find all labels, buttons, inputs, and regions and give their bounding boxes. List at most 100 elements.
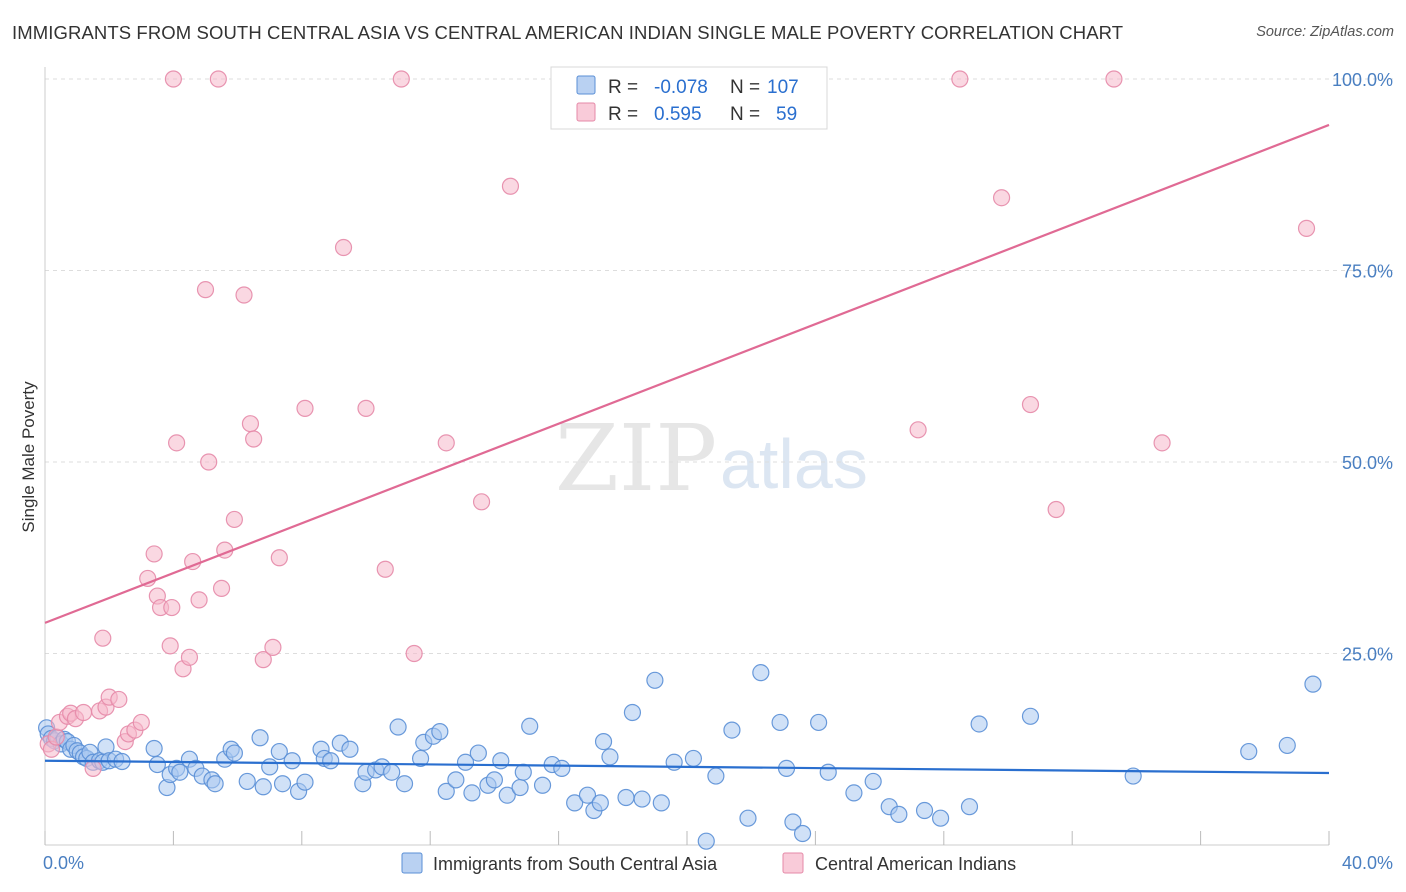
- point-blue-68: [492, 752, 510, 770]
- point-blue-81: [601, 748, 619, 766]
- point-pink-54: [992, 189, 1011, 207]
- point-blue-98: [810, 713, 828, 732]
- point-pink-27: [180, 648, 199, 666]
- point-blue-72: [521, 717, 539, 735]
- point-pink-29: [190, 591, 208, 609]
- point-pink-50: [501, 177, 520, 195]
- point-pink-19: [145, 545, 163, 563]
- stats-r-label-2: R =: [608, 104, 638, 125]
- trend-line-pink: [44, 123, 1330, 624]
- y-tick-label-2: 75.0%: [1342, 262, 1393, 282]
- point-blue-85: [646, 671, 664, 689]
- point-blue-54: [383, 763, 401, 781]
- point-blue-101: [864, 772, 882, 791]
- point-pink-35: [225, 510, 243, 529]
- point-pink-37: [241, 415, 260, 433]
- point-blue-47: [322, 752, 340, 770]
- tick-labels: 25.0% 50.0% 75.0% 100.0% 0.0% 40.0%: [43, 70, 1393, 873]
- point-blue-96: [784, 813, 802, 831]
- stats-r-label-1: R =: [608, 77, 638, 98]
- point-pink-22: [161, 637, 179, 655]
- y-tick-label-0: 25.0%: [1342, 645, 1393, 665]
- point-blue-110: [1240, 742, 1258, 761]
- point-pink-33: [212, 579, 231, 597]
- chart-title: IMMIGRANTS FROM SOUTH CENTRAL ASIA VS CE…: [12, 22, 1124, 43]
- point-pink-55: [1021, 395, 1040, 414]
- series-legend: Immigrants from South Central Asia Centr…: [401, 852, 1016, 874]
- stats-legend-swatch-blue: [576, 75, 596, 95]
- point-blue-111: [1278, 736, 1296, 755]
- point-blue-91: [723, 721, 741, 739]
- y-tick-label-1: 50.0%: [1342, 453, 1393, 473]
- stats-legend-box: [550, 66, 828, 130]
- point-blue-32: [206, 775, 224, 793]
- point-pink-49: [472, 493, 491, 511]
- x-tick-label-1: 40.0%: [1342, 853, 1393, 873]
- point-blue-97: [793, 824, 812, 843]
- axes: [44, 67, 1330, 846]
- point-pink-45: [376, 560, 394, 578]
- point-blue-75: [553, 759, 571, 778]
- point-blue-108: [1021, 707, 1040, 725]
- grid-lines: [45, 78, 1393, 654]
- stats-n-value-1: 107: [767, 77, 799, 98]
- point-blue-35: [225, 744, 243, 762]
- point-blue-100: [845, 784, 863, 802]
- trend-lines: [44, 123, 1330, 775]
- series-legend-label-pink: Central American Indians: [815, 854, 1016, 874]
- point-pink-17: [132, 713, 150, 732]
- point-pink-57: [1105, 70, 1123, 88]
- point-blue-94: [771, 713, 789, 732]
- point-blue-55: [389, 718, 407, 736]
- point-blue-67: [485, 771, 503, 789]
- series-legend-label-blue: Immigrants from South Central Asia: [433, 854, 718, 874]
- point-blue-22: [145, 739, 163, 758]
- point-pink-48: [437, 434, 455, 452]
- point-pink-13: [110, 690, 128, 709]
- point-pink-58: [1153, 434, 1171, 452]
- point-pink-41: [270, 549, 288, 567]
- point-blue-38: [254, 778, 272, 796]
- point-blue-93: [752, 664, 770, 682]
- point-blue-23: [148, 755, 166, 774]
- point-pink-32: [209, 70, 227, 88]
- point-blue-62: [447, 771, 465, 789]
- point-blue-107: [970, 715, 988, 733]
- point-blue-77: [578, 786, 597, 804]
- point-blue-57: [411, 749, 430, 768]
- stats-r-value-1: -0.078: [654, 77, 708, 98]
- point-blue-60: [431, 723, 449, 741]
- point-pink-42: [296, 399, 314, 417]
- point-pink-53: [951, 70, 969, 88]
- point-pink-36: [235, 286, 253, 304]
- point-blue-40: [270, 742, 288, 761]
- point-blue-99: [819, 763, 837, 781]
- point-blue-36: [238, 772, 256, 791]
- stats-legend-swatch-pink: [576, 102, 596, 122]
- point-blue-44: [296, 773, 314, 791]
- point-pink-52: [909, 421, 927, 439]
- point-blue-104: [915, 801, 934, 820]
- point-pink-7: [74, 703, 93, 722]
- point-blue-42: [283, 752, 301, 770]
- x-tick-label-0: 0.0%: [43, 853, 84, 873]
- point-blue-27: [171, 763, 189, 781]
- point-pink-23: [163, 598, 181, 617]
- point-pink-43: [334, 238, 353, 257]
- point-blue-56: [395, 775, 414, 793]
- stats-n-label-2: N =: [730, 104, 760, 125]
- stats-n-value-2: 59: [776, 104, 797, 125]
- watermark-zip: ZIP: [555, 405, 717, 512]
- point-blue-37: [251, 729, 269, 747]
- point-blue-63: [456, 753, 475, 771]
- point-blue-88: [684, 749, 703, 768]
- point-blue-39: [261, 758, 279, 776]
- point-blue-84: [633, 790, 651, 808]
- series-legend-swatch-pink: [782, 852, 804, 874]
- y-axis-label: Single Male Poverty: [19, 381, 38, 533]
- trend-line-blue: [44, 759, 1330, 775]
- point-blue-65: [469, 744, 487, 762]
- point-blue-73: [533, 776, 552, 794]
- point-pink-30: [196, 281, 215, 299]
